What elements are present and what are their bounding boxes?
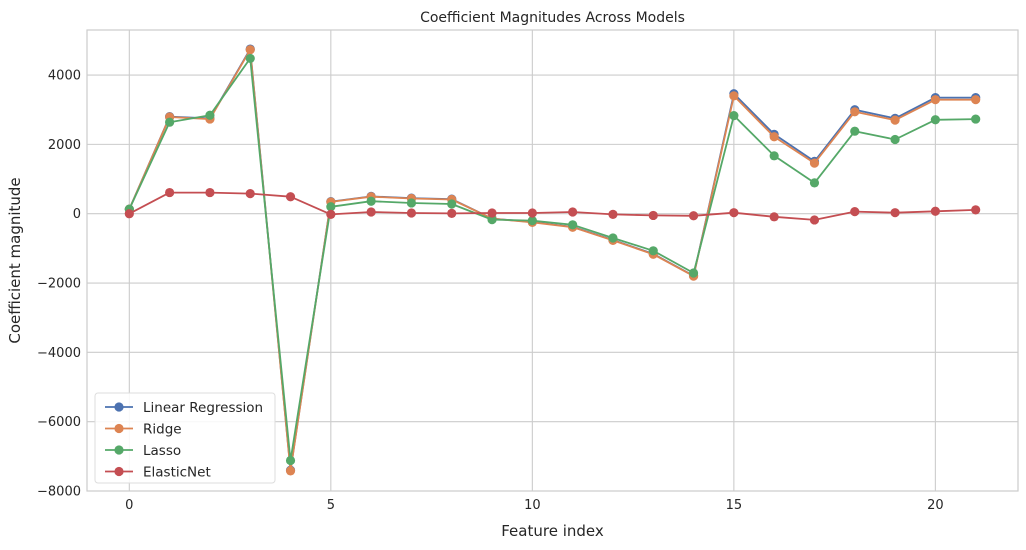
x-axis-label: Feature index (501, 522, 604, 540)
data-point-elasticnet (971, 205, 981, 215)
series-line-lasso (128, 57, 976, 462)
data-point-elasticnet (245, 189, 255, 199)
data-point-lasso (769, 151, 779, 161)
data-point-ridge (285, 466, 296, 476)
data-point-ridge (850, 107, 860, 117)
data-point-lasso (406, 198, 417, 208)
data-point-elasticnet (124, 209, 134, 219)
legend-marker-swatch (114, 423, 124, 434)
legend-label: Ridge (143, 422, 182, 438)
y-tick-label: 2000 (48, 138, 81, 153)
data-point-elasticnet (648, 210, 658, 221)
data-point-ridge (809, 158, 820, 168)
data-point-lasso (850, 126, 860, 136)
data-point-elasticnet (608, 209, 618, 219)
data-point-elasticnet (568, 207, 578, 217)
series-layer (124, 44, 981, 476)
y-axis-label: Coefficient magnitude (6, 177, 24, 343)
x-tick-label: 0 (125, 498, 133, 513)
data-point-lasso (165, 117, 175, 127)
legend-marker-swatch (114, 466, 124, 477)
x-tick-label: 10 (524, 498, 541, 513)
data-point-lasso (487, 214, 497, 225)
data-point-lasso (971, 114, 981, 124)
series-elasticnet (124, 187, 981, 225)
data-point-elasticnet (850, 207, 860, 217)
data-point-lasso (366, 196, 376, 206)
y-tick-label: 4000 (48, 69, 81, 84)
plot-frame (86, 29, 1019, 492)
data-point-ridge (971, 95, 981, 105)
legend-label: Lasso (143, 443, 181, 459)
data-point-elasticnet (285, 192, 296, 202)
y-tick-label: 0 (73, 207, 81, 222)
data-point-lasso (285, 455, 296, 466)
data-point-lasso (527, 216, 537, 226)
data-point-elasticnet (165, 187, 175, 198)
legend-item-elasticnet: ElasticNet (105, 465, 211, 481)
data-point-elasticnet (769, 212, 779, 222)
data-point-ridge (769, 132, 779, 142)
data-point-ridge (890, 115, 900, 125)
legend-item-ridge: Ridge (105, 422, 182, 438)
data-point-lasso (608, 233, 618, 243)
series-lasso (124, 53, 981, 466)
tick-labels: 0 5 10 15 20 −8000 −6000 −4000 −2000 0 2000 4000 (37, 69, 944, 513)
y-tick-label: −4000 (37, 346, 81, 361)
data-point-lasso (729, 111, 739, 121)
data-point-lasso (447, 199, 457, 209)
data-point-lasso (568, 220, 578, 230)
data-point-elasticnet (809, 215, 820, 225)
y-tick-label: −2000 (37, 277, 81, 292)
data-point-elasticnet (729, 208, 739, 218)
data-point-lasso (326, 202, 336, 212)
data-point-elasticnet (205, 187, 215, 198)
legend-label: Linear Regression (143, 400, 263, 416)
data-point-elasticnet (406, 208, 417, 218)
data-point-elasticnet (326, 209, 336, 219)
data-point-lasso (809, 178, 820, 188)
data-point-ridge (930, 95, 940, 105)
data-point-elasticnet (527, 208, 537, 218)
data-point-lasso (648, 246, 658, 256)
data-point-lasso (245, 53, 255, 64)
data-point-elasticnet (688, 211, 699, 221)
data-point-ridge (245, 45, 255, 55)
data-point-lasso (688, 268, 699, 278)
y-tick-label: −6000 (37, 415, 81, 430)
data-point-lasso (205, 110, 215, 120)
legend-box (94, 392, 276, 484)
legend-item-lasso: Lasso (105, 443, 181, 459)
x-tick-label: 15 (726, 498, 743, 513)
legend-marker-swatch (114, 402, 124, 412)
data-point-elasticnet (487, 208, 497, 218)
chart-title: Coefficient Magnitudes Across Models (420, 10, 685, 26)
legend-item-linear-regression: Linear Regression (105, 400, 263, 416)
legend: Linear Regression Ridge Lasso ElasticNet (94, 392, 276, 484)
y-tick-label: −8000 (37, 485, 81, 500)
data-point-lasso (930, 115, 940, 125)
data-point-elasticnet (930, 206, 940, 216)
series-line-elasticnet (128, 191, 976, 221)
data-point-lasso (890, 134, 900, 145)
data-point-elasticnet (366, 207, 376, 217)
data-point-elasticnet (447, 208, 457, 218)
data-point-ridge (729, 91, 739, 101)
legend-label: ElasticNet (143, 465, 211, 481)
data-point-elasticnet (890, 208, 900, 218)
x-tick-label: 20 (927, 498, 944, 513)
legend-marker-swatch (114, 445, 124, 455)
x-tick-label: 5 (327, 498, 335, 513)
